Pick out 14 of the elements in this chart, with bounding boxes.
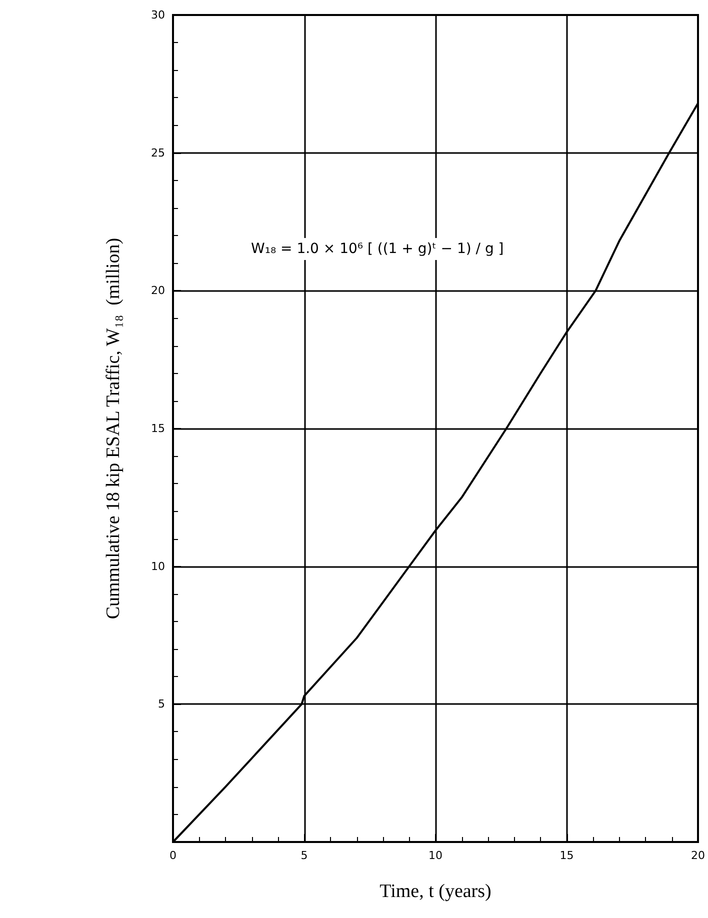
x-axis-title: Time, t (years) — [380, 881, 492, 902]
y-tick-label: 20 — [151, 284, 165, 298]
y-tick-label: 5 — [158, 698, 165, 711]
y-tick-label: 30 — [151, 8, 165, 22]
x-tick-label: 10 — [428, 849, 442, 862]
x-tick-label: 20 — [691, 849, 705, 862]
x-tick-label: 15 — [560, 849, 574, 862]
y-tick-label: 25 — [151, 146, 165, 160]
x-tick-label: 5 — [300, 849, 308, 862]
y-tick-label: 15 — [151, 422, 165, 435]
x-tick-label: 0 — [170, 849, 176, 862]
y-axis-title: Cummulative 18 kip ESAL Traffic, W₁₈ (million) — [103, 238, 124, 620]
y-tick-label: 10 — [151, 560, 165, 573]
annotation: W₁₈ = 1.0 × 10⁶ [ ((1 + g)ᵗ − 1) / g ] — [251, 241, 504, 257]
